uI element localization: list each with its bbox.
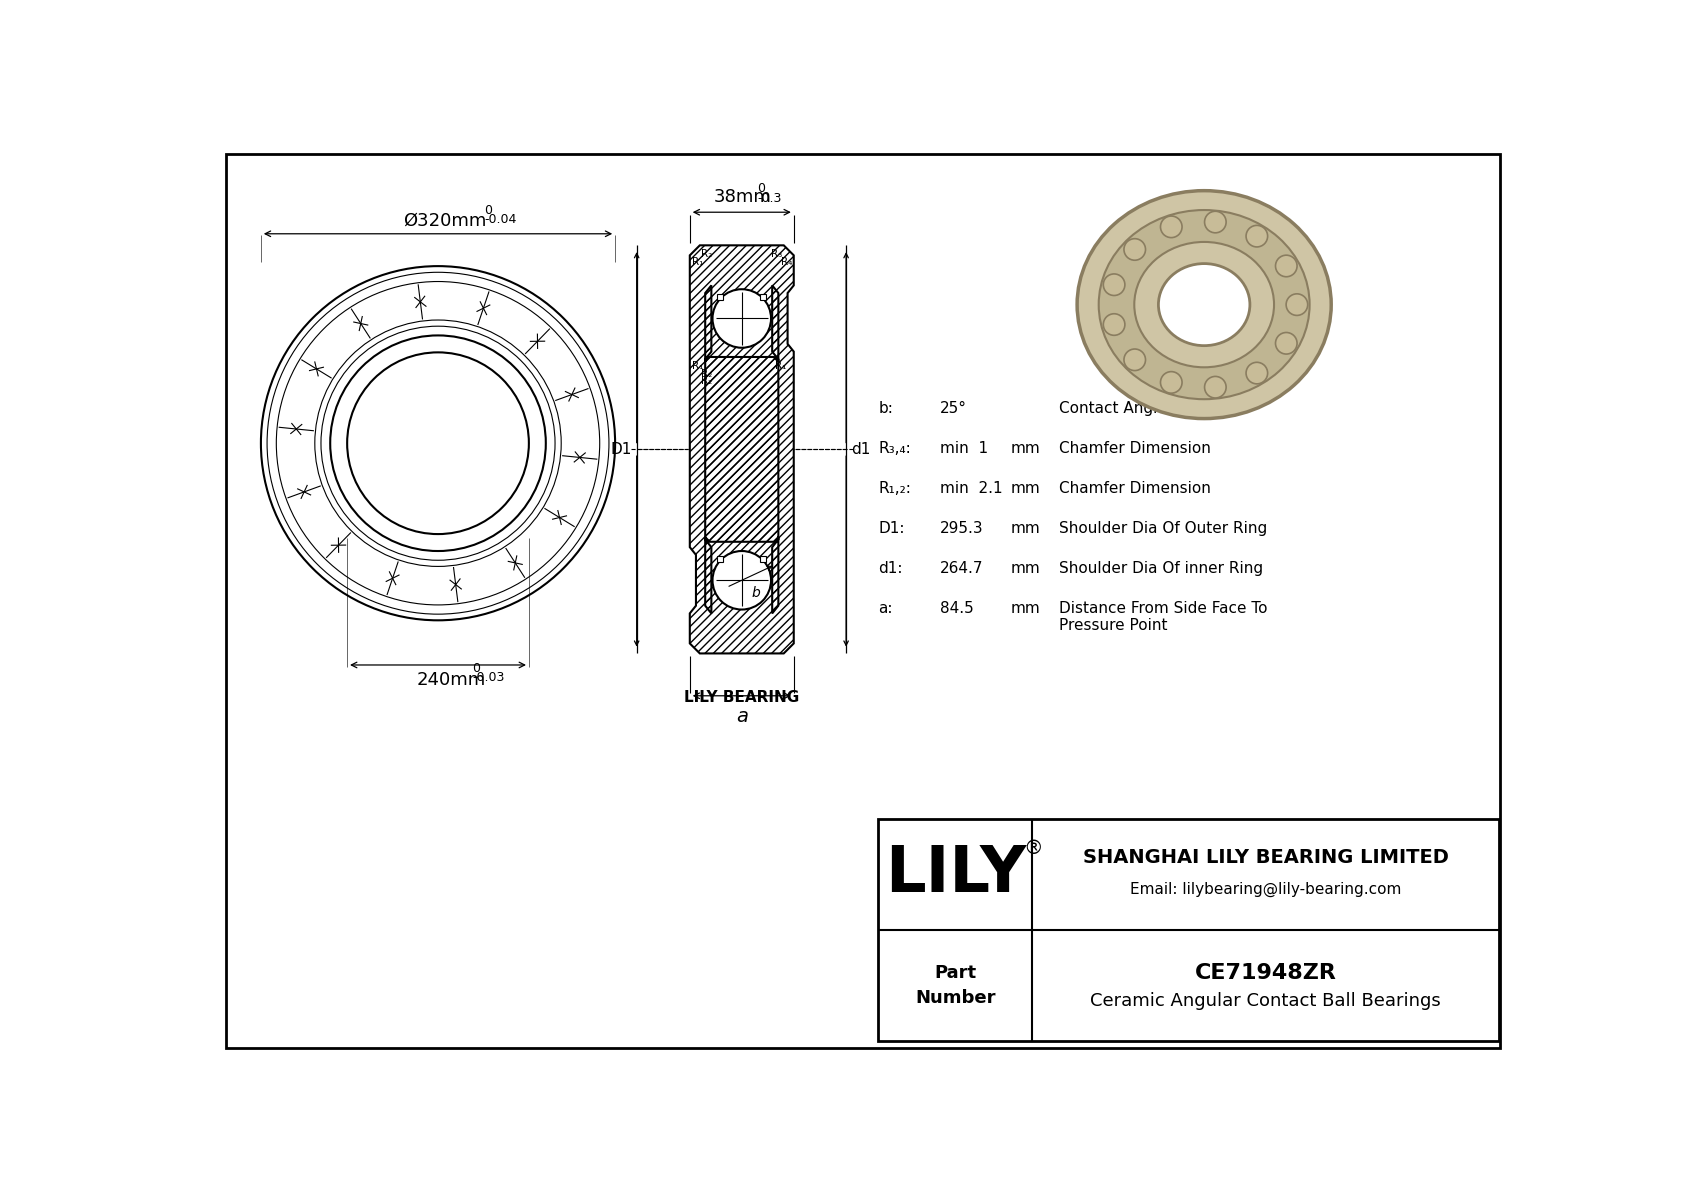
- Text: R₁,₂:: R₁,₂:: [879, 481, 911, 495]
- Text: R₂: R₂: [701, 376, 712, 386]
- Text: mm: mm: [1010, 561, 1041, 576]
- Circle shape: [1275, 255, 1297, 276]
- Circle shape: [1160, 216, 1182, 238]
- Text: b: b: [751, 586, 759, 600]
- Text: Shoulder Dia Of Outer Ring: Shoulder Dia Of Outer Ring: [1059, 520, 1268, 536]
- Text: mm: mm: [1010, 481, 1041, 495]
- Text: -0.3: -0.3: [758, 192, 781, 205]
- Text: 0: 0: [485, 204, 492, 217]
- Text: R₂: R₂: [701, 249, 712, 260]
- Text: R₃,₄:: R₃,₄:: [879, 441, 911, 456]
- Text: mm: mm: [1010, 601, 1041, 616]
- Text: ®: ®: [1024, 838, 1042, 858]
- Circle shape: [1123, 349, 1145, 370]
- Bar: [759, 294, 766, 300]
- Text: R₄: R₄: [781, 257, 793, 267]
- Text: -0.03: -0.03: [472, 672, 504, 684]
- Bar: [879, 819, 1499, 1041]
- Text: SHANGHAI LILY BEARING LIMITED: SHANGHAI LILY BEARING LIMITED: [1083, 848, 1448, 867]
- Ellipse shape: [1098, 210, 1310, 399]
- Text: 0: 0: [758, 182, 765, 195]
- Circle shape: [1246, 225, 1268, 247]
- Text: Shoulder Dia Of inner Ring: Shoulder Dia Of inner Ring: [1059, 561, 1263, 576]
- Text: Contact Angle: Contact Angle: [1059, 401, 1167, 416]
- Circle shape: [1160, 372, 1182, 393]
- Text: min  2.1: min 2.1: [940, 481, 1002, 495]
- Text: D1: D1: [611, 442, 632, 457]
- Circle shape: [1275, 332, 1297, 354]
- Text: D1:: D1:: [879, 520, 904, 536]
- Circle shape: [347, 353, 529, 534]
- Circle shape: [1103, 274, 1125, 295]
- Text: Email: lilybearing@lily-bearing.com: Email: lilybearing@lily-bearing.com: [1130, 883, 1401, 898]
- Text: a:: a:: [879, 601, 893, 616]
- Text: a: a: [736, 707, 748, 727]
- Text: 295.3: 295.3: [940, 520, 983, 536]
- Text: 25°: 25°: [940, 401, 967, 416]
- Circle shape: [1103, 313, 1125, 336]
- Polygon shape: [690, 245, 793, 654]
- Text: Ø320mm: Ø320mm: [404, 211, 487, 229]
- Circle shape: [1123, 238, 1145, 261]
- Text: Part
Number: Part Number: [914, 964, 995, 1006]
- Circle shape: [259, 264, 618, 623]
- Circle shape: [1204, 211, 1226, 232]
- Circle shape: [712, 551, 771, 610]
- Text: -0.04: -0.04: [485, 213, 517, 226]
- Text: min  1: min 1: [940, 441, 989, 456]
- Circle shape: [1287, 294, 1308, 316]
- Text: Chamfer Dimension: Chamfer Dimension: [1059, 441, 1211, 456]
- Text: R₁: R₁: [775, 361, 786, 370]
- Text: LILY: LILY: [884, 843, 1026, 905]
- Text: Ceramic Angular Contact Ball Bearings: Ceramic Angular Contact Ball Bearings: [1090, 992, 1442, 1010]
- Circle shape: [1246, 362, 1268, 384]
- Text: Distance From Side Face To
Pressure Point: Distance From Side Face To Pressure Poin…: [1059, 601, 1268, 634]
- Bar: [717, 556, 724, 562]
- Text: 84.5: 84.5: [940, 601, 973, 616]
- Ellipse shape: [1159, 263, 1250, 345]
- Text: b:: b:: [879, 401, 893, 416]
- Text: 0: 0: [472, 662, 480, 675]
- Text: d1: d1: [850, 442, 871, 457]
- Text: R₂: R₂: [701, 368, 712, 379]
- Circle shape: [712, 289, 771, 348]
- Ellipse shape: [1078, 191, 1332, 418]
- Text: R₁: R₁: [692, 257, 704, 267]
- Text: mm: mm: [1010, 520, 1041, 536]
- Bar: [759, 556, 766, 562]
- Text: Chamfer Dimension: Chamfer Dimension: [1059, 481, 1211, 495]
- Circle shape: [1204, 376, 1226, 398]
- Ellipse shape: [1135, 242, 1275, 367]
- Text: d1:: d1:: [879, 561, 903, 576]
- Text: R₃: R₃: [771, 249, 781, 260]
- Text: R₁: R₁: [692, 361, 704, 370]
- Text: 38mm: 38mm: [714, 188, 771, 206]
- Text: LILY BEARING: LILY BEARING: [684, 691, 800, 705]
- Polygon shape: [706, 286, 778, 613]
- Text: 240mm: 240mm: [416, 672, 485, 690]
- Text: mm: mm: [1010, 441, 1041, 456]
- Bar: [717, 294, 724, 300]
- Text: CE71948ZR: CE71948ZR: [1196, 964, 1337, 983]
- Text: 264.7: 264.7: [940, 561, 983, 576]
